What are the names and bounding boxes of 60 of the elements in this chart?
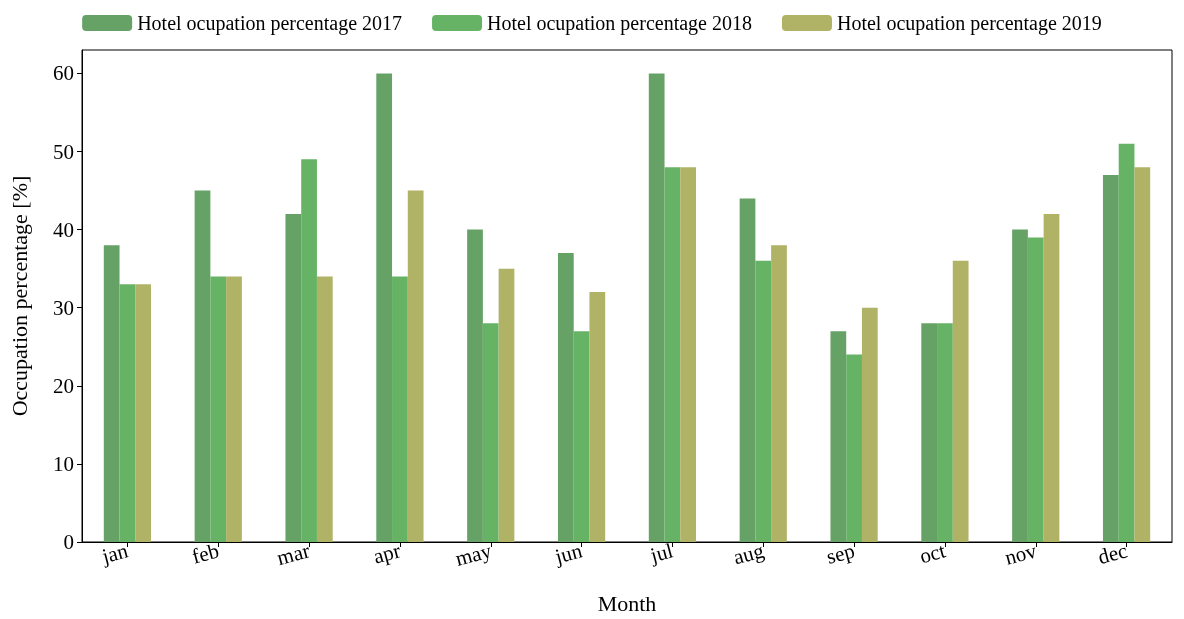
bar bbox=[755, 260, 772, 542]
bar bbox=[316, 276, 333, 542]
y-tick-label: 50 bbox=[53, 139, 74, 164]
bar bbox=[482, 323, 499, 542]
bar bbox=[664, 167, 681, 542]
y-tick-label: 10 bbox=[53, 451, 74, 476]
bar bbox=[937, 323, 953, 542]
bar bbox=[557, 253, 574, 542]
bar bbox=[119, 284, 136, 542]
legend-label: Hotel ocupation percentage 2019 bbox=[836, 12, 1102, 35]
bar bbox=[1012, 229, 1028, 542]
bar bbox=[830, 331, 847, 542]
bar bbox=[226, 276, 242, 542]
bar bbox=[573, 331, 590, 542]
bar bbox=[771, 245, 787, 542]
bar bbox=[285, 214, 302, 542]
y-tick-label: 0 bbox=[63, 530, 74, 554]
bar bbox=[1043, 214, 1060, 542]
legend-label: Hotel ocupation percentage 2017 bbox=[137, 12, 403, 35]
bar bbox=[921, 323, 938, 542]
x-tick-label: apr bbox=[370, 538, 404, 569]
bar bbox=[392, 276, 408, 542]
bar bbox=[589, 292, 606, 542]
x-tick-label: jun bbox=[551, 538, 586, 569]
bar bbox=[1102, 174, 1119, 542]
x-tick-label: nov bbox=[1002, 538, 1040, 570]
bar bbox=[680, 167, 697, 542]
bar bbox=[861, 307, 878, 542]
bar bbox=[301, 159, 317, 542]
bar bbox=[846, 354, 862, 542]
x-tick-label: jul bbox=[646, 538, 676, 568]
x-axis-title: Month bbox=[597, 590, 657, 616]
x-tick-label: jan bbox=[98, 538, 132, 569]
bar bbox=[739, 198, 756, 542]
bar bbox=[498, 268, 515, 542]
bar bbox=[407, 190, 424, 542]
bar bbox=[1118, 143, 1135, 542]
bar bbox=[135, 284, 152, 542]
bar bbox=[1134, 167, 1151, 542]
y-tick-label: 60 bbox=[53, 61, 74, 86]
x-tick-label: aug bbox=[730, 538, 767, 570]
y-tick-label: 20 bbox=[53, 373, 74, 398]
x-tick-label: mar bbox=[274, 538, 313, 571]
bar bbox=[952, 260, 969, 542]
bar bbox=[376, 73, 393, 542]
y-tick-label: 30 bbox=[53, 295, 74, 320]
x-tick-label: feb bbox=[189, 538, 222, 569]
x-tick-label: sep bbox=[823, 538, 858, 569]
bar bbox=[103, 245, 120, 542]
y-tick-label: 40 bbox=[53, 217, 74, 242]
bar bbox=[1027, 237, 1044, 542]
bar bbox=[467, 229, 483, 542]
y-axis-title: Occupation percentage [%] bbox=[6, 175, 32, 417]
x-tick-label: oct bbox=[917, 538, 949, 569]
bar bbox=[210, 276, 227, 542]
legend-label: Hotel ocupation percentage 2018 bbox=[487, 12, 752, 35]
bar bbox=[648, 73, 665, 542]
x-tick-label: may bbox=[452, 538, 495, 571]
bar bbox=[194, 190, 211, 542]
x-tick-label: dec bbox=[1095, 538, 1130, 570]
